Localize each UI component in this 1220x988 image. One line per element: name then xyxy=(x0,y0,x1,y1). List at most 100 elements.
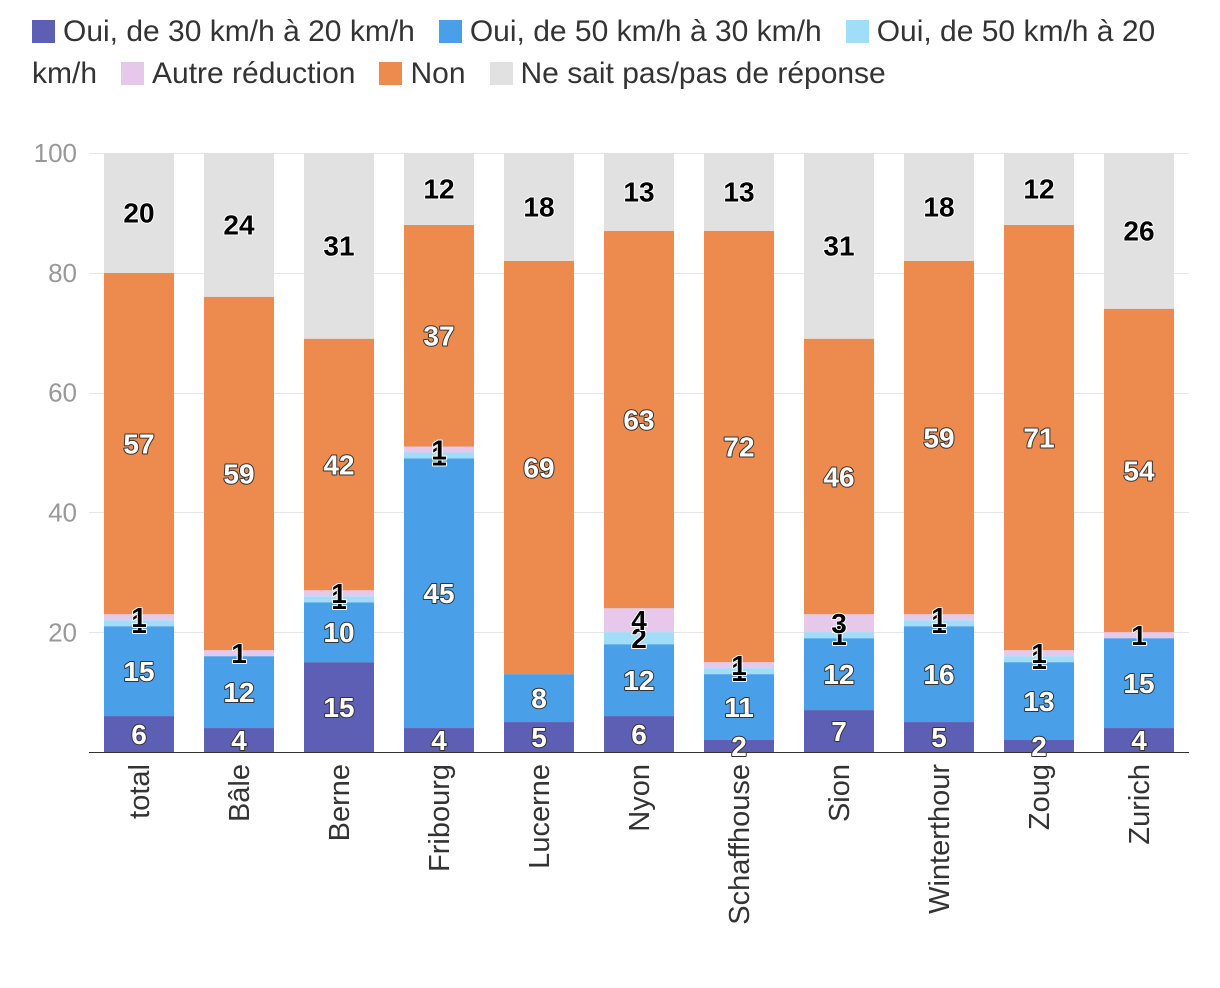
bar-segment xyxy=(304,153,374,339)
bar-segment xyxy=(104,716,174,752)
bar-segment xyxy=(204,656,274,729)
data-label: 57 xyxy=(123,428,154,459)
bar-segment xyxy=(904,153,974,261)
data-label: 1 xyxy=(431,434,447,465)
data-label: 5 xyxy=(931,722,947,753)
data-label: 69 xyxy=(523,452,554,483)
data-label: 1 xyxy=(1031,638,1047,669)
legend: Oui, de 30 km/h à 20 km/h Oui, de 50 km/… xyxy=(32,11,1192,95)
data-label: 42 xyxy=(323,449,354,480)
data-label: 59 xyxy=(923,422,954,453)
bar-segment xyxy=(804,632,874,639)
data-label: 59 xyxy=(223,458,254,489)
bar-segment xyxy=(404,153,474,225)
bar-segment xyxy=(304,602,374,663)
x-tick-label: Fribourg xyxy=(424,764,456,872)
legend-label: Oui, de 50 km/h à 20 km/h xyxy=(32,15,1156,90)
bar-segment xyxy=(904,626,974,723)
data-label: 1 xyxy=(1031,644,1047,675)
data-label: 5 xyxy=(531,722,547,753)
data-label: 1 xyxy=(931,608,947,639)
data-label: 1 xyxy=(1131,620,1147,651)
data-label: 13 xyxy=(623,177,654,208)
bar-segment xyxy=(604,153,674,231)
bar-segment xyxy=(304,590,374,597)
legend-swatch xyxy=(438,20,462,43)
x-tick-label: Sion xyxy=(824,764,856,822)
bar-segment xyxy=(804,638,874,711)
bar-segment xyxy=(204,296,274,651)
y-tick-label: 60 xyxy=(48,378,77,408)
x-tick-label: Winterthour xyxy=(924,764,956,914)
legend-swatch xyxy=(121,62,145,85)
bar-segment xyxy=(704,230,774,663)
data-label: 8 xyxy=(531,683,547,714)
y-tick-label: 80 xyxy=(48,258,77,288)
bar-segment xyxy=(504,260,574,675)
data-label: 16 xyxy=(923,659,954,690)
bar-segment xyxy=(404,452,474,459)
data-label: 54 xyxy=(1123,455,1155,486)
y-tick-label: 40 xyxy=(48,498,77,528)
data-label: 18 xyxy=(923,192,954,223)
legend-swatch xyxy=(845,20,869,43)
data-label: 72 xyxy=(723,431,754,462)
bar-segment xyxy=(904,620,974,627)
x-axis-labels: total Bâle Berne Fribourg Lucerne Nyon Schaffh… xyxy=(124,764,1156,925)
data-label: 2 xyxy=(1031,731,1047,762)
data-label: 2 xyxy=(631,623,647,654)
bar-segment xyxy=(504,674,574,723)
bar-segment xyxy=(304,338,374,591)
bars xyxy=(104,153,1174,752)
legend-swatch xyxy=(32,20,55,43)
bar-segment xyxy=(604,632,674,645)
x-tick-label: Nyon xyxy=(624,764,656,832)
data-label: 1 xyxy=(231,638,247,669)
data-label: 1 xyxy=(331,578,347,609)
bar-segment xyxy=(604,230,674,609)
data-label: 1 xyxy=(731,656,747,687)
legend-label: Oui, de 50 km/h à 30 km/h xyxy=(469,15,822,48)
x-tick-label: Berne xyxy=(324,764,356,841)
bar-segment xyxy=(304,596,374,603)
data-label: 4 xyxy=(1131,725,1147,756)
bar-segment xyxy=(1104,638,1174,729)
bar-segment xyxy=(804,153,874,339)
bar-segment xyxy=(804,710,874,752)
data-label: 37 xyxy=(423,320,454,351)
y-tick-label: 20 xyxy=(48,617,77,647)
data-labels: 6151157204121592415101142314451137125869… xyxy=(122,173,1156,763)
legend-label: Oui, de 30 km/h à 20 km/h xyxy=(63,15,415,48)
bar-segment xyxy=(204,153,274,297)
x-tick-label: Zoug xyxy=(1024,764,1056,830)
data-label: 63 xyxy=(623,404,654,435)
data-label: 15 xyxy=(323,692,354,723)
x-tick-label: Zurich xyxy=(1124,764,1156,845)
data-label: 1 xyxy=(731,650,747,681)
bar-segment xyxy=(904,614,974,621)
bar-segment xyxy=(104,620,174,627)
data-label: 24 xyxy=(223,210,255,241)
bar-segment xyxy=(604,716,674,752)
data-label: 15 xyxy=(1123,668,1154,699)
data-label: 1 xyxy=(331,584,347,615)
data-label: 31 xyxy=(323,231,354,262)
y-tick-label: 100 xyxy=(34,138,77,168)
bar-segment xyxy=(204,650,274,657)
data-label: 12 xyxy=(223,677,254,708)
data-label: 31 xyxy=(823,231,854,262)
bar-segment xyxy=(104,153,174,273)
bar-segment xyxy=(504,722,574,752)
bar-segment xyxy=(1104,632,1174,639)
bar-segment xyxy=(604,644,674,717)
bar-segment xyxy=(704,740,774,752)
data-label: 13 xyxy=(1023,686,1054,717)
bar-segment xyxy=(1004,656,1074,663)
data-label: 1 xyxy=(131,608,147,639)
data-label: 45 xyxy=(423,578,454,609)
legend-swatch xyxy=(489,62,513,85)
x-tick-label: Bâle xyxy=(224,764,256,822)
data-label: 1 xyxy=(831,620,847,651)
bar-segment xyxy=(404,728,474,752)
